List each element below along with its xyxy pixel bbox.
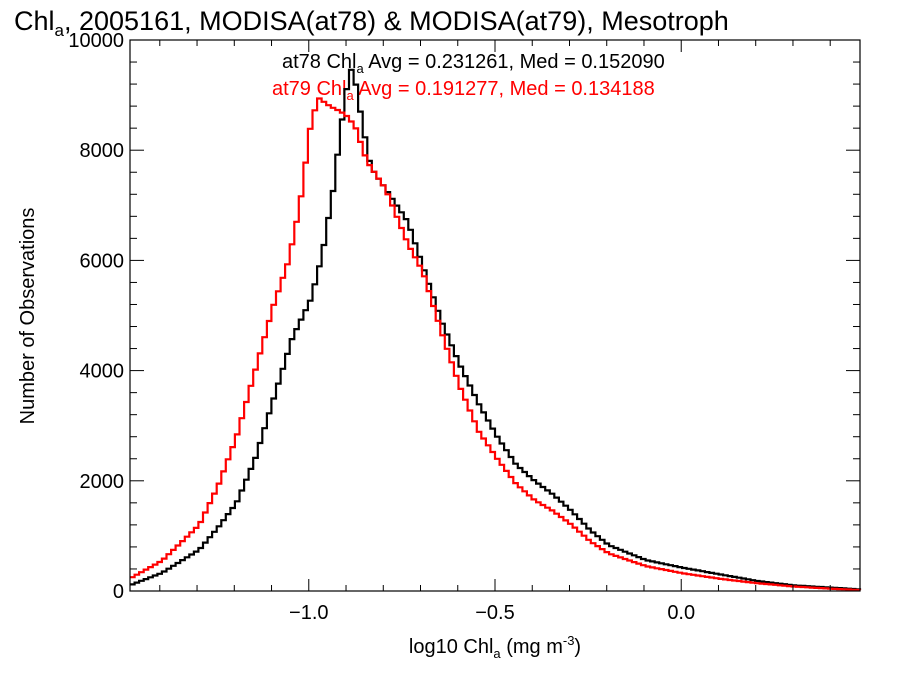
x-tick-label: −0.5 (475, 602, 514, 624)
x-tick-label: 0.0 (667, 602, 695, 624)
y-tick-label: 2000 (80, 471, 125, 493)
y-tick-label: 6000 (80, 250, 125, 272)
x-tick-label: −1.0 (289, 602, 328, 624)
series-at78-stats: at78 Chla Avg = 0.231261, Med = 0.152090 (282, 51, 665, 76)
x-axis-label: log10 Chla (mg m-3) (409, 633, 581, 661)
series-line-at79 (130, 97, 862, 592)
y-tick-label: 10000 (68, 30, 124, 52)
series-line-at78 (130, 68, 862, 591)
y-tick-label: 0 (113, 581, 124, 603)
ticks-layer: −1.0 −0.5 0.0 0 2000 4000 6000 8000 10000 (68, 30, 860, 624)
chart-title: Chla, 2005161, MODISA(at78) & MODISA(at7… (14, 6, 729, 40)
y-axis-label: Number of Observations (17, 208, 39, 425)
plot-frame (129, 39, 861, 592)
series-layer (130, 68, 862, 592)
y-tick-label: 8000 (80, 140, 125, 162)
series-at79-stats: at79 Chla Avg = 0.191277, Med = 0.134188 (272, 78, 655, 103)
y-tick-label: 4000 (80, 361, 125, 383)
